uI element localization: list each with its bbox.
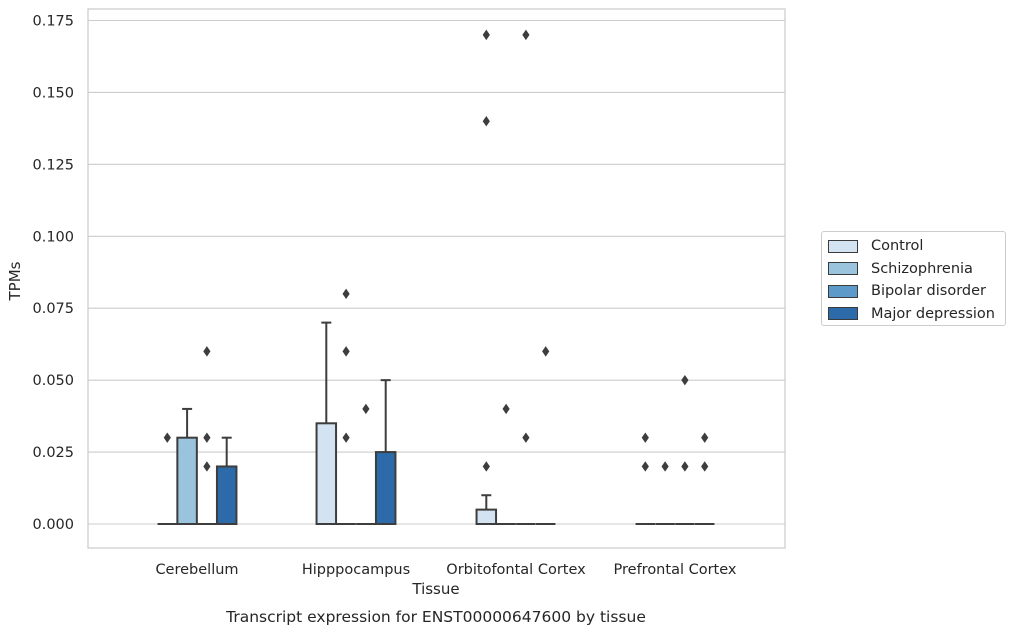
outlier-point xyxy=(203,432,211,443)
x-tick-label: Cerebellum xyxy=(155,562,238,578)
plot-frame xyxy=(87,8,786,549)
legend-swatch-major-depression xyxy=(828,307,858,321)
outlier-point xyxy=(542,346,550,357)
y-tick-label: 0.150 xyxy=(32,85,74,101)
outlier-point xyxy=(482,116,490,127)
outlier-point xyxy=(522,432,530,443)
outlier-point xyxy=(163,432,171,443)
box-body xyxy=(215,465,238,526)
y-axis-label: TPMs xyxy=(6,261,24,301)
y-tick-label: 0.175 xyxy=(32,14,74,30)
y-tick-label: 0.125 xyxy=(32,157,74,173)
box-control xyxy=(475,29,498,526)
outlier-point xyxy=(362,403,370,415)
outlier-point xyxy=(681,461,689,472)
outlier-point xyxy=(342,288,350,300)
outlier-point xyxy=(661,461,669,472)
box-bipolar-disorder xyxy=(516,29,536,525)
legend-label-major-depression: Major depression xyxy=(871,305,995,322)
outlier-point xyxy=(482,461,490,472)
box-schizophrenia xyxy=(655,461,675,525)
box-body xyxy=(374,451,397,526)
y-tick-labels: 0.000 0.025 0.050 0.075 0.100 0.125 0.150 0.175 xyxy=(32,14,74,534)
outlier-point xyxy=(502,403,510,415)
box-schizophrenia xyxy=(496,403,516,525)
y-tick-label: 0.000 xyxy=(32,517,74,533)
grid-lines xyxy=(88,19,785,525)
box-major-depression xyxy=(535,346,556,525)
legend: Control Schizophrenia Bipolar disorder M… xyxy=(821,231,1006,326)
x-tick-labels: Cerebellum Hipppocampus Orbitofontal Corte… xyxy=(155,562,736,578)
x-tick-label: Orbitofontal Cortex xyxy=(446,562,586,578)
box-body xyxy=(475,508,498,526)
legend-item-bipolar-disorder: Bipolar disorder xyxy=(828,280,1005,303)
legend-swatch-control xyxy=(828,239,858,253)
y-tick-label: 0.100 xyxy=(32,229,74,245)
outlier-point xyxy=(701,432,709,443)
legend-item-schizophrenia: Schizophrenia xyxy=(828,258,1005,281)
box-bipolar-disorder xyxy=(675,374,695,525)
x-tick-label: Hipppocampus xyxy=(302,562,410,578)
box-bipolar-disorder xyxy=(356,403,376,525)
chart-caption: Transcript expression for ENST0000064760… xyxy=(225,608,646,626)
outlier-point xyxy=(342,346,350,357)
x-tick-label: Prefrontal Cortex xyxy=(614,562,737,578)
box-schizophrenia xyxy=(336,288,356,525)
box-schizophrenia xyxy=(176,407,198,525)
outlier-point xyxy=(482,29,490,41)
y-tick-label: 0.025 xyxy=(32,445,74,461)
y-tick-label: 0.075 xyxy=(32,301,74,317)
legend-label-bipolar-disorder: Bipolar disorder xyxy=(871,283,986,300)
outlier-point xyxy=(203,461,211,472)
box-bipolar-disorder xyxy=(197,346,217,525)
legend-swatch-schizophrenia xyxy=(828,262,858,276)
outlier-point xyxy=(342,432,350,443)
outlier-point xyxy=(641,432,649,443)
outlier-point xyxy=(203,346,211,357)
outlier-point xyxy=(681,374,689,386)
box-major-depression xyxy=(215,436,238,526)
box-control xyxy=(635,432,656,525)
box-plots xyxy=(157,29,715,526)
box-major-depression xyxy=(374,379,397,526)
legend-item-major-depression: Major depression xyxy=(828,303,1005,326)
box-body xyxy=(315,422,338,525)
y-tick-label: 0.050 xyxy=(32,373,74,389)
box-major-depression xyxy=(694,432,715,525)
legend-label-schizophrenia: Schizophrenia xyxy=(871,260,973,277)
box-control xyxy=(315,321,338,525)
legend-label-control: Control xyxy=(871,238,924,255)
box-body xyxy=(176,436,198,525)
legend-swatch-bipolar-disorder xyxy=(828,284,858,298)
legend-item-control: Control xyxy=(828,235,1005,258)
box-control xyxy=(157,432,178,525)
x-axis-label: Tissue xyxy=(411,580,459,598)
outlier-point xyxy=(522,29,530,41)
outlier-point xyxy=(641,461,649,472)
outlier-point xyxy=(701,461,709,472)
